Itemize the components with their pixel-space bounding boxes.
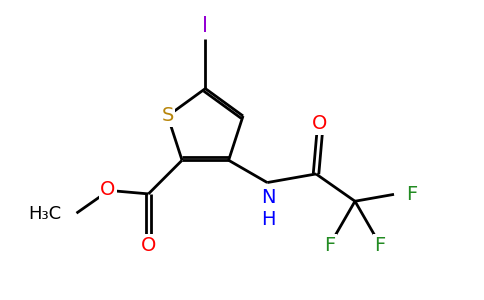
Text: O: O	[312, 114, 327, 133]
Text: F: F	[374, 236, 385, 255]
Text: F: F	[406, 185, 417, 204]
Text: O: O	[141, 236, 156, 255]
Text: O: O	[100, 180, 116, 199]
Text: N
H: N H	[261, 188, 275, 229]
Text: F: F	[325, 236, 336, 255]
Text: I: I	[202, 16, 208, 36]
Text: H₃C: H₃C	[29, 205, 61, 223]
Text: S: S	[162, 106, 174, 125]
